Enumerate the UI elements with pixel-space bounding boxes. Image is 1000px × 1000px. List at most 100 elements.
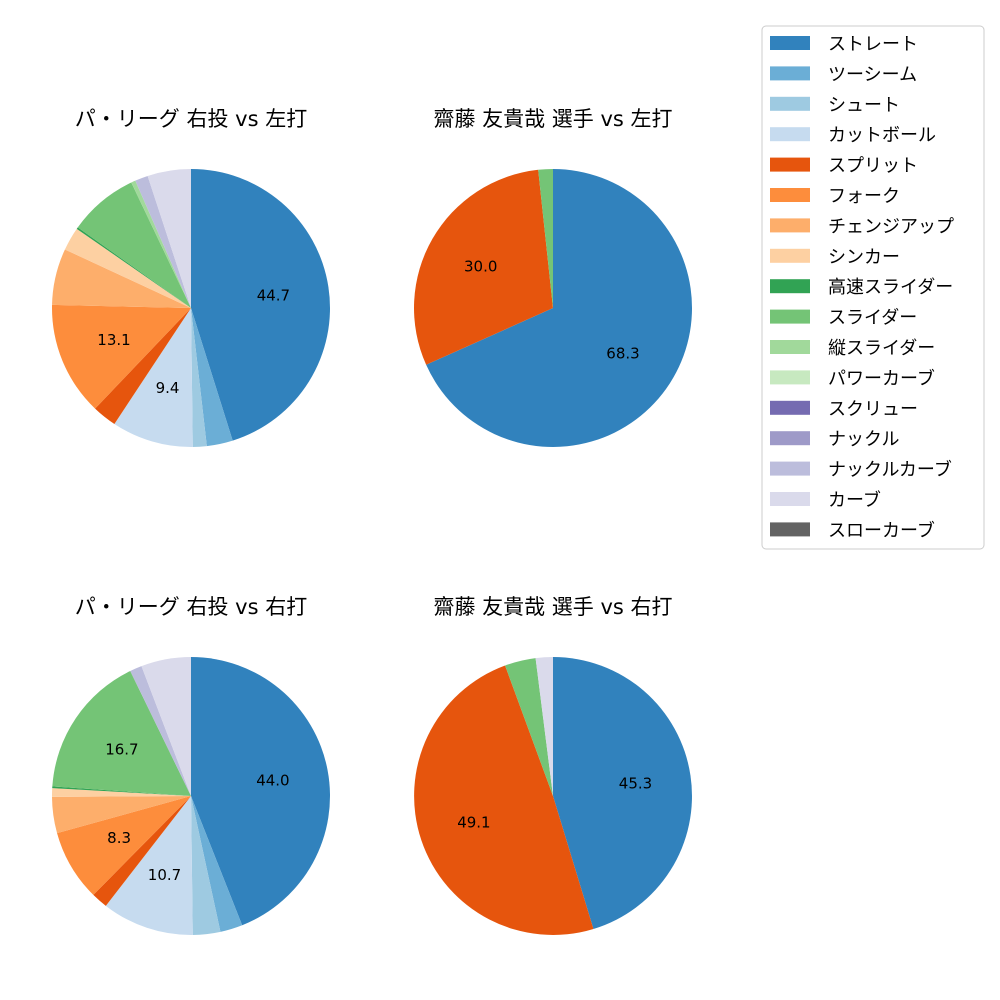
pie-slice-6 xyxy=(57,796,191,895)
pie-slice-1 xyxy=(191,656,331,926)
legend-swatch xyxy=(770,66,810,81)
legend-item: 高速スライダー xyxy=(770,277,953,298)
legend-item: チェンジアップ xyxy=(770,216,954,237)
legend-swatch xyxy=(770,492,810,506)
slice-value-label: 68.3 xyxy=(606,344,639,362)
legend-label: カットボール xyxy=(828,125,936,146)
legend-label: シュート xyxy=(828,95,900,116)
pie-slice-3 xyxy=(191,796,221,935)
legend-label: チェンジアップ xyxy=(828,216,954,237)
legend-label: カーブ xyxy=(828,489,881,511)
pie-charts-area: パ・リーグ 右投 vs 左打 44.7 9.4 13.1 齋藤 友貴哉 選手 vs 左打… xyxy=(51,107,693,936)
legend-item: カットボール xyxy=(770,125,936,146)
pie-slice-2 xyxy=(191,308,233,447)
legend-swatch xyxy=(770,340,810,354)
legend-label: シンカー xyxy=(828,247,900,268)
legend-swatch xyxy=(770,431,810,446)
legend-frame xyxy=(761,25,985,550)
legend-swatch xyxy=(770,461,810,476)
chart-title: パ・リーグ 右投 vs 右打 xyxy=(75,595,307,619)
slice-value-label: 44.0 xyxy=(256,771,289,789)
slice-value-label: 8.3 xyxy=(107,829,131,847)
legend-item: スライダー xyxy=(770,308,917,329)
pie-slice-2 xyxy=(191,796,243,932)
legend-item: シュート xyxy=(770,95,900,116)
pie-slice-12 xyxy=(135,175,191,308)
chart-title: 齋藤 友貴哉 選手 vs 左打 xyxy=(433,107,672,131)
legend-swatch xyxy=(770,309,810,324)
chart-title: 齋藤 友貴哉 選手 vs 右打 xyxy=(433,595,672,619)
chart-title: パ・リーグ 右投 vs 左打 xyxy=(75,107,307,131)
legend-item: ナックルカーブ xyxy=(770,459,952,481)
legend-label: パワーカーブ xyxy=(828,367,935,389)
pie-slice-5 xyxy=(95,308,191,424)
legend-item: パワーカーブ xyxy=(770,367,935,389)
pie-chart-1: パ・リーグ 右投 vs 左打 44.7 9.4 13.1 xyxy=(51,107,330,448)
pie-slice-2 xyxy=(414,169,553,365)
pie-slice-9 xyxy=(52,786,191,796)
pie-slice-3 xyxy=(505,658,553,796)
pie-slice-12 xyxy=(141,657,191,796)
pie-slice-9 xyxy=(76,227,191,308)
pie-slice-11 xyxy=(130,666,191,796)
legend-item: スクリュー xyxy=(770,399,918,420)
legend-label: フォーク xyxy=(828,186,900,207)
pie-slice-4 xyxy=(535,657,553,796)
legend-swatch xyxy=(770,522,810,537)
pie-slice-3 xyxy=(191,308,207,447)
legend-item: ナックル xyxy=(770,429,899,450)
pie-chart-4: 齋藤 友貴哉 選手 vs 右打 45.3 49.1 xyxy=(414,595,692,935)
legend-swatch xyxy=(770,279,810,294)
pie-slice-7 xyxy=(52,796,191,834)
legend-swatch xyxy=(770,248,810,263)
pie-slice-6 xyxy=(51,304,192,409)
pie-slice-1 xyxy=(553,657,692,929)
pie-slice-1 xyxy=(426,168,693,447)
pie-chart-3: パ・リーグ 右投 vs 右打 44.0 10.7 8.3 16.7 xyxy=(51,595,331,936)
slice-value-label: 45.3 xyxy=(619,775,652,793)
legend-label: スライダー xyxy=(828,308,917,329)
legend-item: スローカーブ xyxy=(770,519,935,541)
pie-chart-2: 齋藤 友貴哉 選手 vs 左打 68.3 30.0 xyxy=(414,107,693,447)
pie-slice-10 xyxy=(77,182,191,308)
legend-item: スプリット xyxy=(770,156,918,177)
pie-slice-2 xyxy=(414,665,594,935)
pie-slice-8 xyxy=(51,788,191,797)
legend-label: ツーシーム xyxy=(828,64,917,85)
legend-label: 縦スライダー xyxy=(828,338,935,359)
slice-value-label: 9.4 xyxy=(156,379,180,397)
pie-slice-4 xyxy=(105,796,193,936)
legend-item: カーブ xyxy=(770,489,881,511)
legend-label: ナックル xyxy=(828,429,899,450)
pie-slice-8 xyxy=(64,228,191,308)
pie-slice-11 xyxy=(131,180,191,308)
pie-slice-1 xyxy=(191,169,330,441)
legend-items: ストレートツーシームシュートカットボールスプリットフォークチェンジアップシンカー… xyxy=(770,34,954,541)
slice-value-label: 44.7 xyxy=(257,286,290,304)
legend-item: ツーシーム xyxy=(770,64,917,85)
legend-swatch xyxy=(770,36,810,50)
legend-label: スプリット xyxy=(828,156,918,177)
legend-item: シンカー xyxy=(770,247,900,268)
legend-item: フォーク xyxy=(770,186,900,207)
legend-label: 高速スライダー xyxy=(828,277,953,298)
pie-slice-7 xyxy=(52,249,191,308)
legend-swatch xyxy=(770,96,810,111)
legend-item: ストレート xyxy=(770,34,918,55)
slice-value-label: 13.1 xyxy=(97,331,130,349)
slice-value-label: 49.1 xyxy=(457,814,490,832)
legend-label: スローカーブ xyxy=(828,519,935,541)
pie-slice-10 xyxy=(52,670,191,796)
pie-slice-13 xyxy=(147,169,191,308)
legend-swatch xyxy=(770,127,810,142)
legend-label: ナックルカーブ xyxy=(828,459,952,481)
legend-label: スクリュー xyxy=(828,399,918,420)
pie-slice-3 xyxy=(538,169,553,308)
pie-slice-4 xyxy=(114,308,193,448)
slice-value-label: 16.7 xyxy=(105,740,138,758)
legend-swatch xyxy=(770,218,810,233)
legend: ストレートツーシームシュートカットボールスプリットフォークチェンジアップシンカー… xyxy=(761,25,985,550)
pie-slice-5 xyxy=(93,796,191,906)
slice-value-label: 10.7 xyxy=(148,866,181,884)
